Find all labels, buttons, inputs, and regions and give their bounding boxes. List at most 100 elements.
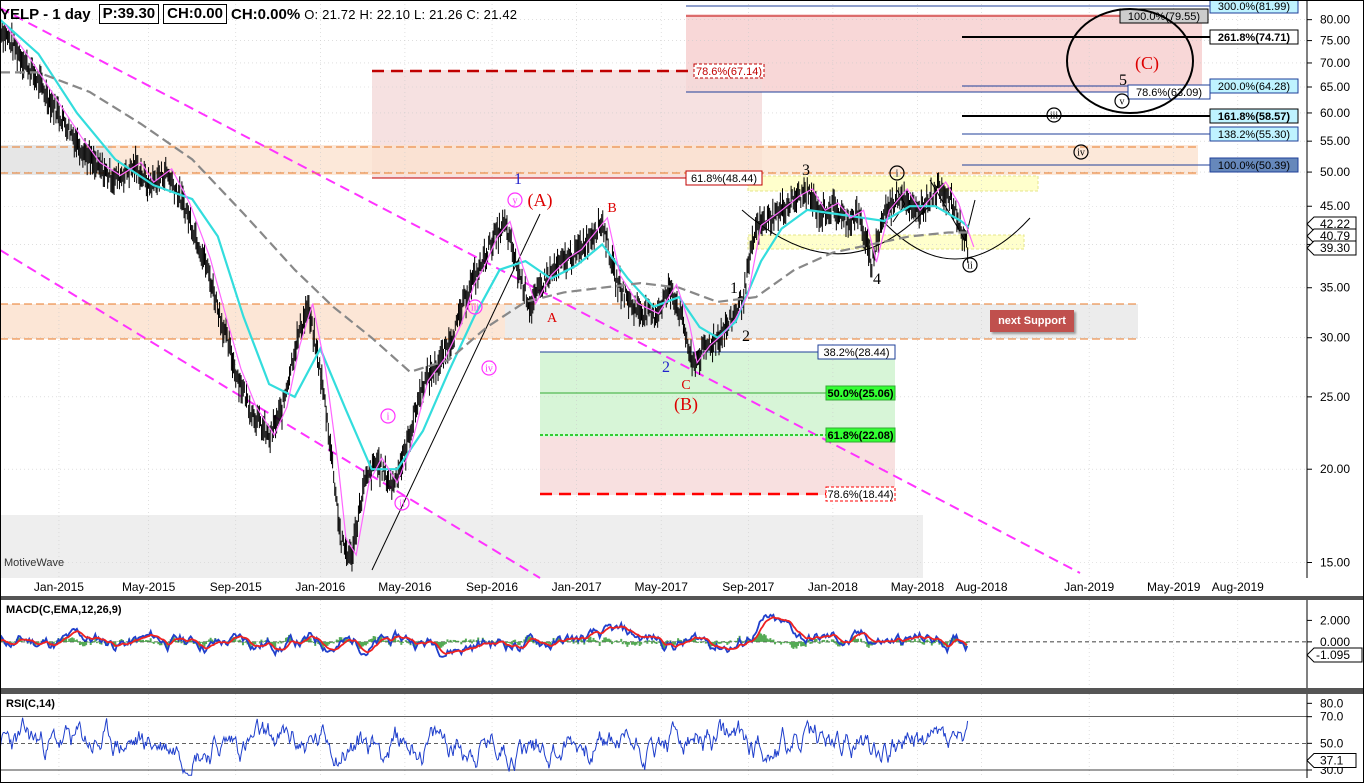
fib-label-box [1209,108,1299,124]
x-tick-label: Jan-2016 [295,580,345,594]
x-tick-label: Sep-2017 [722,580,774,594]
x-tick-label: May-2015 [122,580,176,594]
chart-header: YELP - 1 day P:39.30 CH:0.00 CH:0.00% O:… [0,4,517,24]
cup-arc-left [741,204,931,255]
fib-label-box [1209,29,1299,45]
sub-wave-v: v [1120,97,1125,108]
fib-label-box [817,344,896,360]
fib-label: 261.8%(74.71) [1218,32,1290,44]
fib-label: 138.2%(55.30) [1218,129,1290,141]
wave-iii: iii [471,303,480,314]
wave-iii-ring [467,299,483,315]
ma-line-pink [4,24,975,557]
y-tick-label: 15.00 [1320,556,1350,570]
next-support-label: next Support [990,310,1074,332]
panel-separator [0,596,1364,600]
ma-line-fast [0,18,970,471]
wave-label: B [607,201,616,216]
fib-label-box [825,427,896,443]
fib-label: 61.8%(48.44) [691,173,757,185]
sub-wave-v-ring [1114,93,1130,109]
macd-marker-label: -1.095 [1316,648,1350,662]
x-tick-label: Sep-2016 [466,580,518,594]
trend-line [371,213,541,571]
x-tick-label: May-2018 [891,580,945,594]
channel-lower-line [0,249,541,579]
fib-label: 78.6%(18.44) [827,489,893,501]
price-marker-label: 40.79 [1320,229,1350,243]
fib-label: 78.6%(63.09) [1136,87,1202,99]
fib-red-zone [540,437,895,495]
fib-label-box [685,170,763,186]
wave-label: 3 [802,162,810,179]
resistance-band [0,145,1198,175]
y-tick-label: 60.00 [1320,106,1350,120]
cup-arc-right [879,217,1031,260]
x-tick-label: May-2016 [378,580,432,594]
wave-label: (A) [528,190,553,211]
x-tick-label: Aug-2018 [956,580,1008,594]
y-tick-label: 50.00 [1320,165,1350,179]
x-tick-label: Aug-2019 [1212,580,1264,594]
lower-gray-zone [0,515,923,578]
rsi-marker-label: 37.1 [1320,754,1344,768]
rsi-tick-label: 50.0 [1320,736,1344,750]
x-tick-label: Jan-2018 [808,580,858,594]
fib-label-box [825,486,896,502]
price-axis-bg [1307,0,1364,578]
macd-tick-label: 0.000 [1320,635,1350,649]
sub-wave-ii: ii [967,261,973,272]
y-tick-label: 65.00 [1320,80,1350,94]
price-box: P:39.30 [98,4,160,24]
macd-signal-line [0,616,968,656]
ohlc-readout: O: 21.72 H: 22.10 L: 21.26 C: 21.42 [304,6,518,22]
fib-label: 78.6%(67.14) [696,66,762,78]
fib-label-box [693,63,765,79]
wave-y: y [513,196,518,207]
fib-label: 100.0%(50.39) [1218,160,1290,172]
wave-ii-ring [394,495,410,511]
sub-wave-iv: iv [1077,148,1085,159]
y-tick-label: 30.00 [1320,331,1350,345]
symbol-label: YELP - 1 day [0,5,91,23]
fib-label-box [1209,0,1299,14]
fib-label: 200.0%(64.28) [1218,81,1290,93]
wave-iv-ring [481,360,497,376]
macd-title: MACD(C,EMA,12,26,9) [6,604,122,616]
fib-label-box [1127,84,1211,100]
macd-axis-bg [1307,600,1364,688]
fib-label: 300.0%(81.99) [1218,1,1290,13]
price-marker-label: 42.22 [1320,217,1350,231]
x-tick-label: May-2017 [635,580,689,594]
sub-wave-iv-ring [1073,144,1089,160]
fib-label-box [825,385,896,401]
wave-iv: iv [485,364,493,375]
y-tick-label: 75.00 [1320,34,1350,48]
fib-label: 161.8%(58.57) [1218,111,1290,123]
fib-label-box [1209,126,1299,142]
sub-wave-iii-ring [1046,107,1062,123]
sub-wave-ii-ring [962,257,978,273]
rsi-title: RSI(C,14) [6,698,55,710]
upper-target-zone [686,14,1202,92]
wave-i: i [387,412,390,423]
wave-y-ring [507,192,523,208]
wave-label: 5 [1119,72,1127,89]
y-tick-label: 70.00 [1320,56,1350,70]
x-tick-label: Sep-2015 [210,580,262,594]
price-marker-label: 39.30 [1320,241,1350,255]
change-pct: CH:0.00% [231,5,301,23]
x-tick-label: May-2019 [1147,580,1201,594]
y-tick-label: 45.00 [1320,199,1350,213]
macd-line [0,613,969,658]
rsi-tick-label: 70.0 [1320,710,1344,724]
rsi-tick-label: 80.0 [1320,696,1344,710]
rsi-marker [1306,753,1357,769]
macd-marker [1306,647,1363,663]
rsi-line [0,717,969,776]
wave-label: (C) [1135,53,1159,74]
wave-label: C [681,378,690,393]
y-tick-label: 55.00 [1320,134,1350,148]
